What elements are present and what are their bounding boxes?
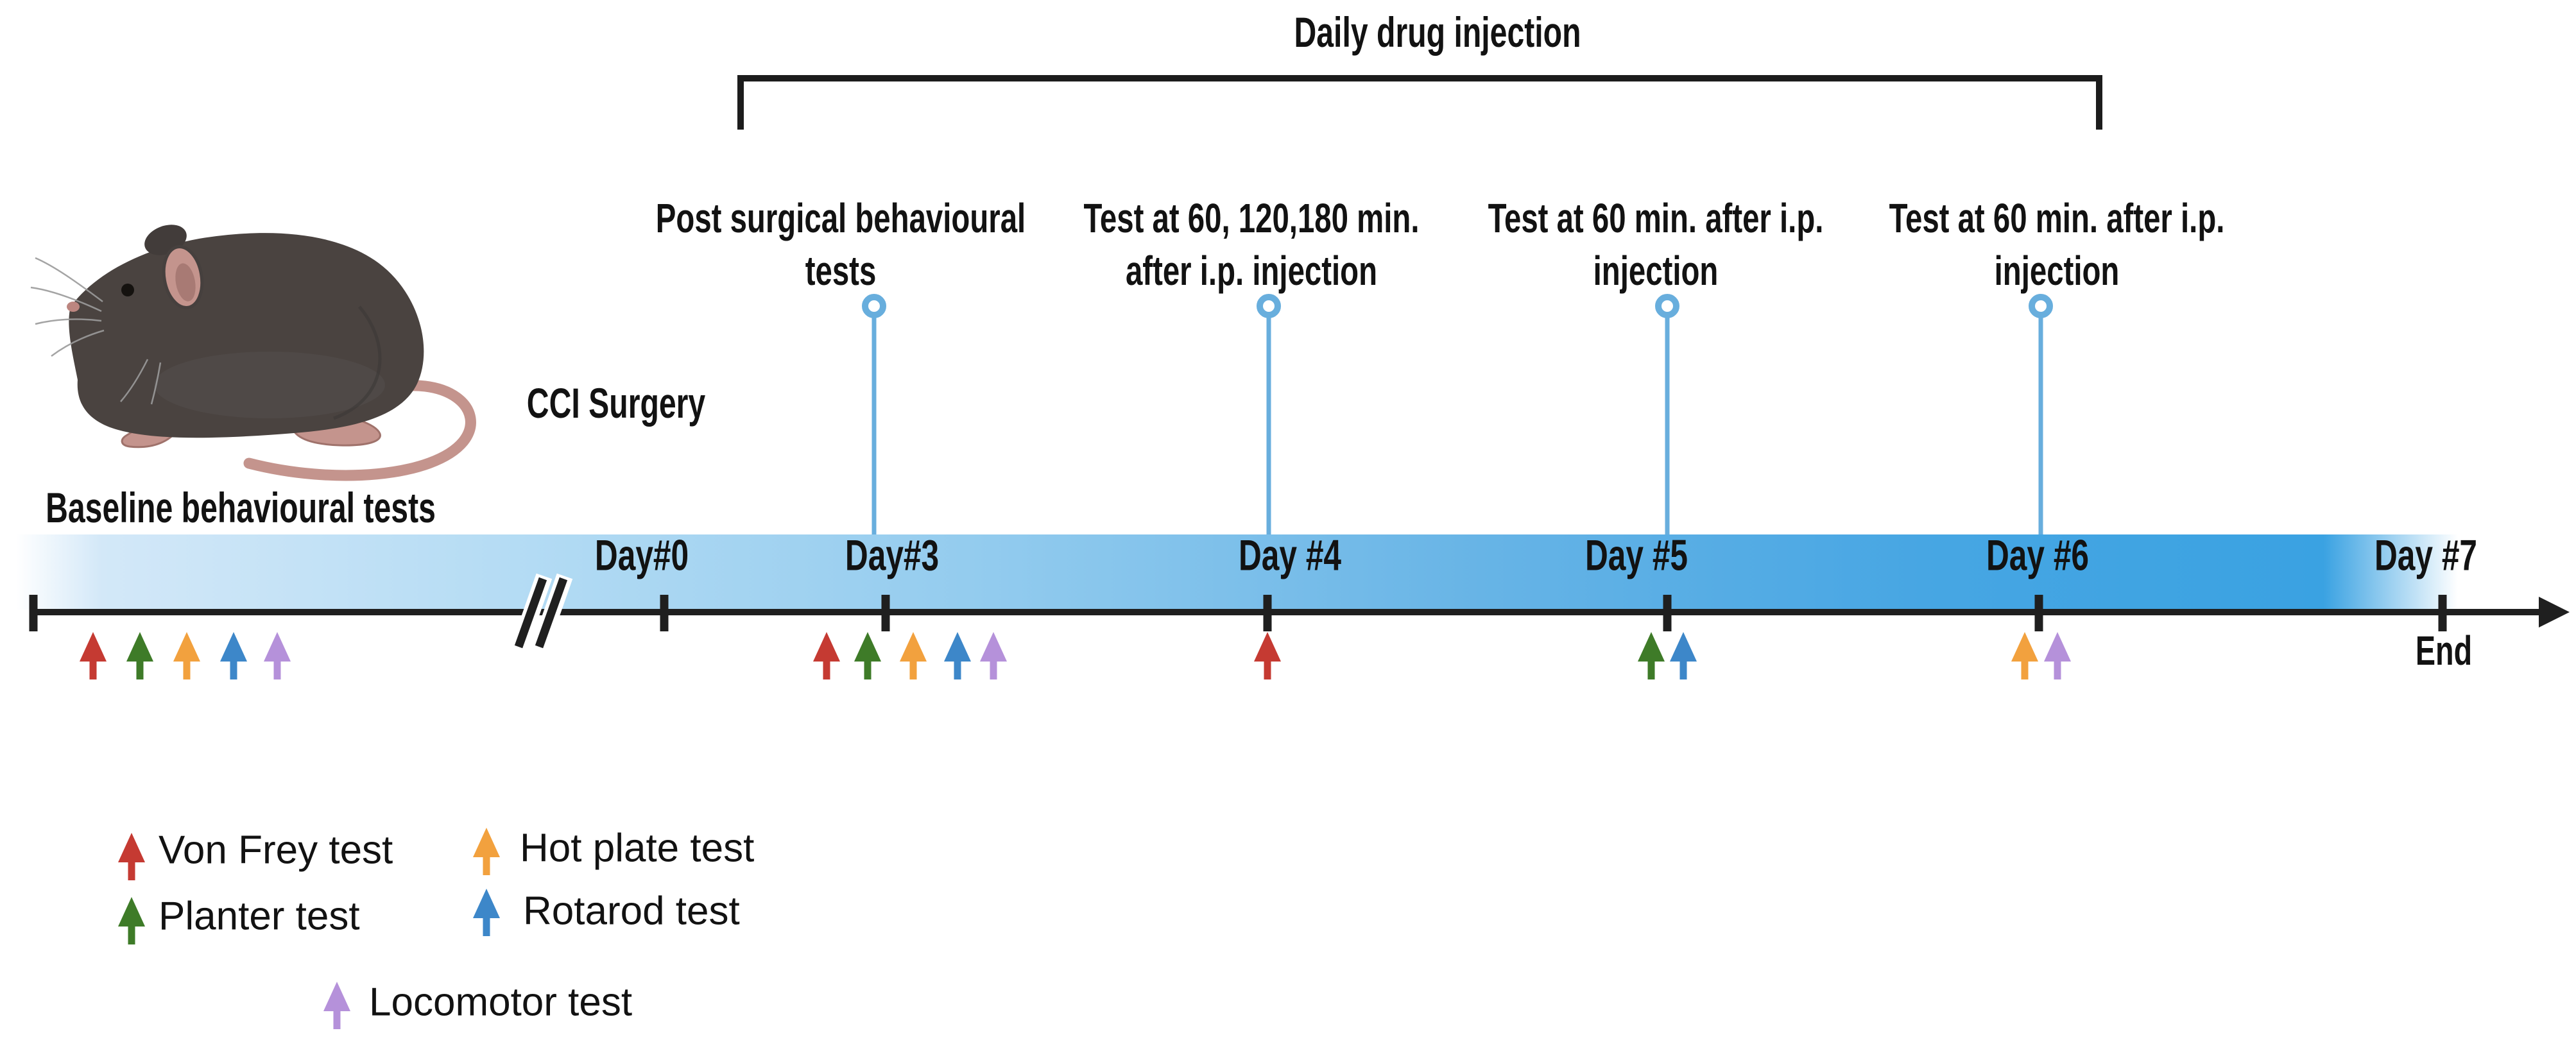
day-tick — [881, 595, 890, 631]
baseline-tests-rotarod-arrow-icon — [220, 632, 247, 679]
cci-surgery-label: CCI Surgery — [526, 379, 706, 427]
legend-hot_plate-arrow-icon — [473, 828, 500, 875]
baseline-tests-von_frey-arrow-icon — [80, 632, 107, 679]
day-label-4: Day #4 — [1238, 531, 1342, 580]
axis-arrowhead-icon — [2539, 597, 2570, 628]
legend-locomotor-arrow-icon — [323, 982, 350, 1029]
day3-tests-rotarod-arrow-icon — [944, 632, 971, 679]
day-tick — [1263, 595, 1272, 631]
day6-tests-locomotor-arrow-icon — [2044, 632, 2071, 679]
pin-head-icon — [862, 294, 886, 318]
mouse-nose — [67, 302, 80, 312]
pin-head-icon — [1257, 294, 1281, 318]
legend-label-planter: Planter test — [159, 894, 360, 939]
annotation-day6: Test at 60 min. after i.p. injection — [1889, 195, 2225, 294]
legend-label-rotarod: Rotarod test — [523, 889, 740, 934]
mouse-eye — [121, 284, 134, 296]
day-ticks — [29, 595, 2447, 631]
baseline-tests-planter-arrow-icon — [126, 632, 153, 679]
day6-tests-hot_plate-arrow-icon — [2011, 632, 2038, 679]
baseline-tests-locomotor-arrow-icon — [264, 632, 291, 679]
timeline-band — [16, 534, 2458, 610]
baseline-tests-hot_plate-arrow-icon — [173, 632, 200, 679]
day-tick — [1663, 595, 1672, 631]
legend-label-von-frey: Von Frey test — [159, 828, 393, 873]
mouse-tail — [243, 380, 476, 481]
day-tick — [29, 595, 38, 631]
legend-label-hot-plate: Hot plate test — [520, 826, 755, 871]
end-label: End — [2415, 628, 2473, 674]
day3-tests-hot_plate-arrow-icon — [900, 632, 927, 679]
day-label-6: Day #6 — [1986, 531, 2090, 580]
day-label-7: Day #7 — [2374, 531, 2478, 580]
day-label-0: Day#0 — [594, 531, 689, 580]
legend-label-locomotor: Locomotor test — [369, 980, 633, 1025]
daily-injection-bracket — [737, 75, 2102, 130]
mouse-illustration-icon — [30, 225, 476, 481]
legend-von_frey-arrow-icon — [118, 833, 145, 880]
mouse-haunch-line — [333, 305, 382, 420]
day-tick — [660, 595, 669, 631]
mouse-belly-shade — [154, 352, 385, 418]
timeline-axis — [33, 597, 2570, 628]
day-label-5: Day #5 — [1584, 531, 1688, 580]
day5-tests-rotarod-arrow-icon — [1670, 632, 1697, 679]
day3-tests-locomotor-arrow-icon — [980, 632, 1007, 679]
day3-tests-von_frey-arrow-icon — [813, 632, 840, 679]
day-tick — [2034, 595, 2043, 631]
day3-tests-planter-arrow-icon — [854, 632, 881, 679]
legend-rotarod-arrow-icon — [473, 889, 500, 936]
day-label-3: Day#3 — [845, 531, 940, 580]
test-arrows — [80, 632, 2071, 1029]
legend-planter-arrow-icon — [118, 897, 145, 944]
mouse-whiskers — [30, 257, 162, 405]
axis-line — [33, 609, 2545, 615]
pin-head-icon — [1655, 294, 1679, 318]
annotation-day4: Test at 60, 120,180 min. after i.p. inje… — [1083, 195, 1420, 294]
diagram-title: Daily drug injection — [1294, 8, 1581, 56]
baseline-tests-label: Baseline behavioural tests — [46, 483, 436, 531]
annotation-day3: Post surgical behavioural tests — [655, 195, 1026, 294]
annotation-day5: Test at 60 min. after i.p. injection — [1488, 195, 1824, 294]
day5-tests-planter-arrow-icon — [1638, 632, 1665, 679]
injection-pins — [862, 294, 2053, 534]
mouse-body — [69, 233, 424, 438]
axis-break-icon — [510, 573, 573, 653]
day-tick — [2438, 595, 2447, 631]
pin-head-icon — [2029, 294, 2053, 318]
mouse-inner-ear — [175, 263, 196, 302]
day4-tests-von_frey-arrow-icon — [1254, 632, 1281, 679]
